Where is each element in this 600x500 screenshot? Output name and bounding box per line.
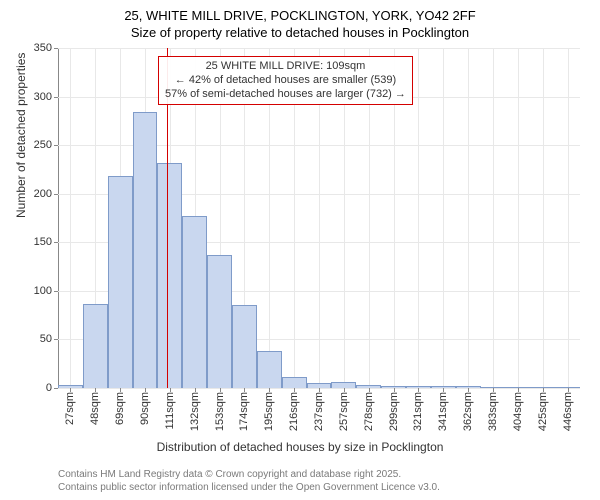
annotation-line2: ← 42% of detached houses are smaller (53… (165, 74, 406, 88)
ytick-mark (54, 339, 58, 340)
ytick-mark (54, 48, 58, 49)
xtick-label: 362sqm (462, 392, 474, 431)
histogram-bar (282, 377, 307, 388)
annotation-line3: 57% of semi-detached houses are larger (… (165, 88, 406, 102)
grid-line-v (568, 48, 569, 388)
ytick-mark (54, 194, 58, 195)
xtick-label: 299sqm (388, 392, 400, 431)
xtick-label: 216sqm (288, 392, 300, 431)
plot-surface: 05010015020025030035027sqm48sqm69sqm90sq… (58, 48, 580, 388)
xtick-label: 383sqm (487, 392, 499, 431)
y-axis-label: Number of detached properties (14, 53, 28, 218)
xtick-label: 174sqm (238, 392, 250, 431)
xtick-label: 69sqm (114, 392, 126, 425)
title-line1: 25, WHITE MILL DRIVE, POCKLINGTON, YORK,… (0, 8, 600, 25)
ytick-mark (54, 97, 58, 98)
ytick-mark (54, 145, 58, 146)
histogram-bar (108, 176, 133, 388)
xtick-label: 425sqm (537, 392, 549, 431)
ytick-label: 350 (34, 42, 52, 54)
histogram-bar (157, 163, 182, 388)
xtick-label: 341sqm (437, 392, 449, 431)
xtick-label: 278sqm (363, 392, 375, 431)
xtick-label: 404sqm (512, 392, 524, 431)
ytick-mark (54, 242, 58, 243)
footer-line2: Contains public sector information licen… (58, 482, 440, 495)
ytick-mark (54, 291, 58, 292)
ytick-mark (54, 388, 58, 389)
xtick-label: 90sqm (139, 392, 151, 425)
xtick-label: 257sqm (338, 392, 350, 431)
ytick-label: 200 (34, 188, 52, 200)
ytick-label: 0 (46, 382, 52, 394)
grid-line-v (70, 48, 71, 388)
xtick-label: 27sqm (64, 392, 76, 425)
grid-line-v (443, 48, 444, 388)
footer-attribution: Contains HM Land Registry data © Crown c… (58, 469, 440, 494)
y-axis-line (58, 48, 59, 388)
ytick-label: 300 (34, 91, 52, 103)
xtick-label: 237sqm (313, 392, 325, 431)
histogram-bar (182, 216, 207, 388)
xtick-label: 195sqm (263, 392, 275, 431)
annotation-callout: 25 WHITE MILL DRIVE: 109sqm← 42% of deta… (158, 56, 413, 105)
ytick-label: 150 (34, 236, 52, 248)
footer-line1: Contains HM Land Registry data © Crown c… (58, 469, 440, 482)
histogram-bar (257, 351, 282, 388)
ytick-label: 250 (34, 139, 52, 151)
grid-line-v (418, 48, 419, 388)
histogram-bar (207, 255, 232, 388)
xtick-label: 446sqm (562, 392, 574, 431)
histogram-bar (232, 305, 257, 388)
x-axis-label: Distribution of detached houses by size … (0, 440, 600, 454)
histogram-bar (133, 112, 158, 388)
histogram-bar (83, 304, 108, 388)
title-line2: Size of property relative to detached ho… (0, 25, 600, 42)
grid-line-v (543, 48, 544, 388)
xtick-label: 132sqm (189, 392, 201, 431)
xtick-label: 321sqm (412, 392, 424, 431)
chart-plot-area: 05010015020025030035027sqm48sqm69sqm90sq… (58, 48, 580, 388)
xtick-label: 111sqm (164, 392, 176, 430)
grid-line-v (468, 48, 469, 388)
grid-line-v (518, 48, 519, 388)
xtick-label: 48sqm (89, 392, 101, 425)
xtick-label: 153sqm (214, 392, 226, 431)
ytick-label: 50 (40, 333, 52, 345)
annotation-line1: 25 WHITE MILL DRIVE: 109sqm (165, 60, 406, 74)
grid-line-v (493, 48, 494, 388)
ytick-label: 100 (34, 285, 52, 297)
chart-title-block: 25, WHITE MILL DRIVE, POCKLINGTON, YORK,… (0, 0, 600, 42)
